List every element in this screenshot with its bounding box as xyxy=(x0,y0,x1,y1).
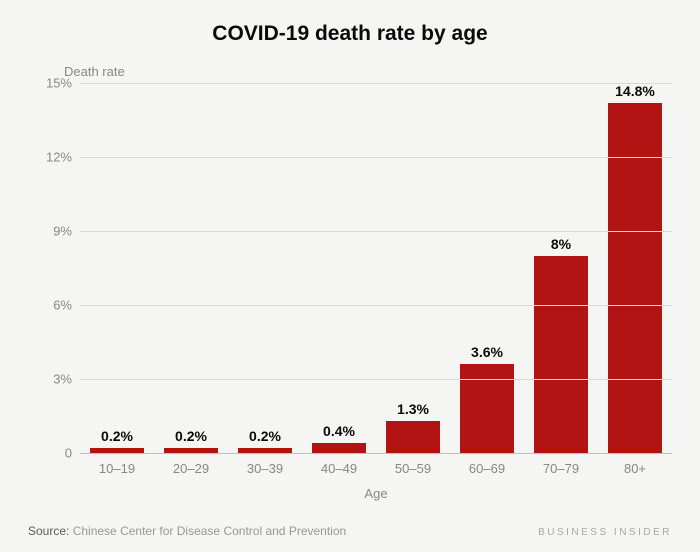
gridline xyxy=(80,305,672,306)
plot-area: 03%6%9%12%15% 0.2%0.2%0.2%0.4%1.3%3.6%8%… xyxy=(28,83,672,453)
chart-container: COVID-19 death rate by age Death rate 0 3… xyxy=(0,0,700,552)
bar-slot: 0.2% xyxy=(154,83,228,453)
gridline xyxy=(80,379,672,380)
y-tick-label: 0 xyxy=(65,446,72,461)
bar-slot: 0.2% xyxy=(80,83,154,453)
y-tick-label: 9% xyxy=(53,224,72,239)
x-axis: 10–1920–2930–3940–4950–5960–6970–7980+ xyxy=(80,461,672,476)
x-tick-label: 70–79 xyxy=(524,461,598,476)
x-tick-label: 10–19 xyxy=(80,461,154,476)
gridline xyxy=(80,83,672,84)
gridline xyxy=(80,157,672,158)
bar-value-label: 0.2% xyxy=(101,428,133,444)
bar xyxy=(608,103,661,453)
x-tick-label: 80+ xyxy=(598,461,672,476)
bar-slot: 3.6% xyxy=(450,83,524,453)
bar-value-label: 3.6% xyxy=(471,344,503,360)
source-label: Source: xyxy=(28,524,69,538)
bar-slot: 14.8% xyxy=(598,83,672,453)
bar xyxy=(312,443,365,453)
brand-text: BUSINESS INSIDER xyxy=(538,527,672,538)
y-tick-label: 3% xyxy=(53,372,72,387)
bar-value-label: 0.4% xyxy=(323,423,355,439)
chart-footer: Source: Chinese Center for Disease Contr… xyxy=(28,524,672,538)
bar xyxy=(460,364,513,453)
bar-slot: 1.3% xyxy=(376,83,450,453)
gridline xyxy=(80,231,672,232)
x-tick-label: 60–69 xyxy=(450,461,524,476)
gridline xyxy=(80,453,672,454)
bars-group: 0.2% 0.2% 0.2% 0.4% 1.3% 3.6% 8% 14.8% xyxy=(80,83,672,453)
bar xyxy=(534,256,587,453)
y-tick-label: 6% xyxy=(53,298,72,313)
bar-value-label: 1.3% xyxy=(397,401,429,417)
bar-slot: 0.2% xyxy=(228,83,302,453)
bar xyxy=(386,421,439,453)
bar-value-label: 0.2% xyxy=(175,428,207,444)
y-axis: 03%6%9%12%15% xyxy=(28,83,80,453)
bar-slot: 8% xyxy=(524,83,598,453)
bar-value-label: 0.2% xyxy=(249,428,281,444)
bar-value-label: 14.8% xyxy=(615,83,655,99)
y-tick-label: 12% xyxy=(46,150,72,165)
plot: 0.2% 0.2% 0.2% 0.4% 1.3% 3.6% 8% 14.8% xyxy=(80,83,672,453)
source-text: Chinese Center for Disease Control and P… xyxy=(73,524,346,538)
y-tick-label: 15% xyxy=(46,76,72,91)
y-axis-title: Death rate xyxy=(64,64,672,79)
chart-title: COVID-19 death rate by age xyxy=(28,22,672,46)
source-line: Source: Chinese Center for Disease Contr… xyxy=(28,524,346,538)
x-tick-label: 20–29 xyxy=(154,461,228,476)
x-axis-title: Age xyxy=(80,486,672,501)
x-tick-label: 50–59 xyxy=(376,461,450,476)
bar-value-label: 8% xyxy=(551,236,571,252)
x-tick-label: 40–49 xyxy=(302,461,376,476)
x-tick-label: 30–39 xyxy=(228,461,302,476)
bar-slot: 0.4% xyxy=(302,83,376,453)
